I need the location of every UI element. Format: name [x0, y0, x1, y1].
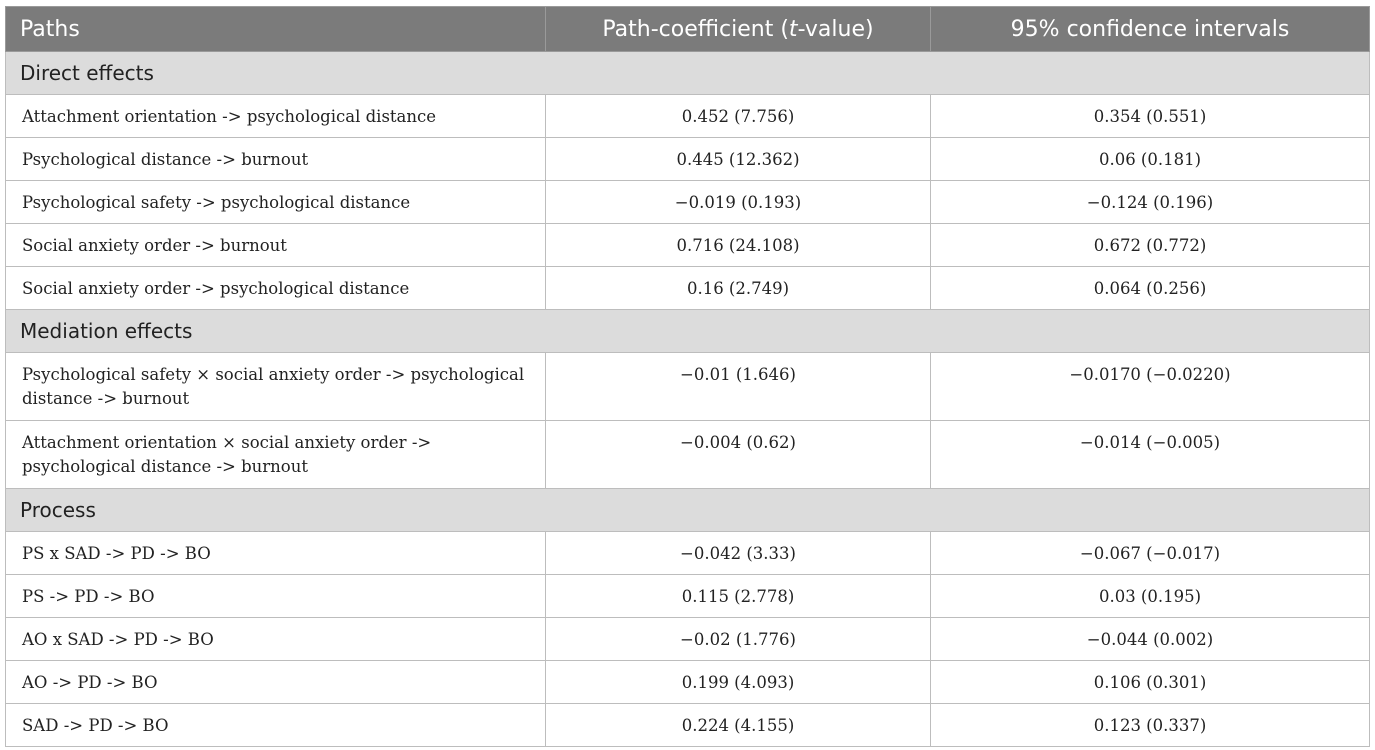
table-row: Attachment orientation -> psychological …: [5, 94, 1370, 138]
coef-cell: 0.716 (24.108): [545, 223, 931, 267]
path-cell: PS -> PD -> BO: [5, 574, 546, 618]
path-cell: SAD -> PD -> BO: [5, 703, 546, 747]
path-cell: Social anxiety order -> psychological di…: [5, 266, 546, 310]
table-row: Social anxiety order -> psychological di…: [5, 266, 1370, 310]
path-cell: Attachment orientation × social anxiety …: [5, 420, 546, 489]
coef-cell: −0.02 (1.776): [545, 617, 931, 661]
coef-cell: 0.115 (2.778): [545, 574, 931, 618]
ci-cell: −0.067 (−0.017): [930, 531, 1370, 575]
path-cell: Attachment orientation -> psychological …: [5, 94, 546, 138]
table-row: Attachment orientation × social anxiety …: [5, 420, 1370, 489]
section-title: Process: [5, 488, 1370, 532]
ci-cell: 0.106 (0.301): [930, 660, 1370, 704]
header-row: Paths Path-coefficient (t-value) 95% con…: [5, 6, 1370, 52]
path-cell: Psychological safety -> psychological di…: [5, 180, 546, 224]
path-cell: AO x SAD -> PD -> BO: [5, 617, 546, 661]
table-row: AO -> PD -> BO 0.199 (4.093) 0.106 (0.30…: [5, 660, 1370, 704]
path-cell: AO -> PD -> BO: [5, 660, 546, 704]
ci-cell: −0.124 (0.196): [930, 180, 1370, 224]
ci-cell: 0.672 (0.772): [930, 223, 1370, 267]
header-path-coefficient: Path-coefficient (t-value): [545, 6, 931, 52]
results-table: Paths Path-coefficient (t-value) 95% con…: [5, 6, 1370, 747]
ci-cell: −0.0170 (−0.0220): [930, 352, 1370, 421]
section-title: Mediation effects: [5, 309, 1370, 353]
ci-cell: 0.064 (0.256): [930, 266, 1370, 310]
ci-cell: 0.123 (0.337): [930, 703, 1370, 747]
path-cell: Psychological distance -> burnout: [5, 137, 546, 181]
coef-cell: −0.042 (3.33): [545, 531, 931, 575]
table-row: SAD -> PD -> BO 0.224 (4.155) 0.123 (0.3…: [5, 703, 1370, 747]
header-paths: Paths: [5, 6, 546, 52]
ci-cell: −0.044 (0.002): [930, 617, 1370, 661]
table-row: PS -> PD -> BO 0.115 (2.778) 0.03 (0.195…: [5, 574, 1370, 618]
section-row: Process: [5, 488, 1370, 532]
section-row: Direct effects: [5, 51, 1370, 95]
section-title: Direct effects: [5, 51, 1370, 95]
ci-cell: −0.014 (−0.005): [930, 420, 1370, 489]
coef-cell: 0.16 (2.749): [545, 266, 931, 310]
table-row: Social anxiety order -> burnout 0.716 (2…: [5, 223, 1370, 267]
coef-cell: 0.199 (4.093): [545, 660, 931, 704]
table-row: Psychological safety × social anxiety or…: [5, 352, 1370, 421]
coef-cell: 0.452 (7.756): [545, 94, 931, 138]
section-row: Mediation effects: [5, 309, 1370, 353]
table-row: Psychological safety -> psychological di…: [5, 180, 1370, 224]
ci-cell: 0.06 (0.181): [930, 137, 1370, 181]
ci-cell: 0.03 (0.195): [930, 574, 1370, 618]
coef-cell: −0.019 (0.193): [545, 180, 931, 224]
table-row: AO x SAD -> PD -> BO −0.02 (1.776) −0.04…: [5, 617, 1370, 661]
header-confidence-intervals: 95% confidence intervals: [930, 6, 1370, 52]
ci-cell: 0.354 (0.551): [930, 94, 1370, 138]
coef-cell: 0.224 (4.155): [545, 703, 931, 747]
coef-cell: −0.004 (0.62): [545, 420, 931, 489]
coef-cell: 0.445 (12.362): [545, 137, 931, 181]
path-cell: Social anxiety order -> burnout: [5, 223, 546, 267]
path-cell: Psychological safety × social anxiety or…: [5, 352, 546, 421]
table-row: PS x SAD -> PD -> BO −0.042 (3.33) −0.06…: [5, 531, 1370, 575]
table-row: Psychological distance -> burnout 0.445 …: [5, 137, 1370, 181]
path-cell: PS x SAD -> PD -> BO: [5, 531, 546, 575]
coef-cell: −0.01 (1.646): [545, 352, 931, 421]
